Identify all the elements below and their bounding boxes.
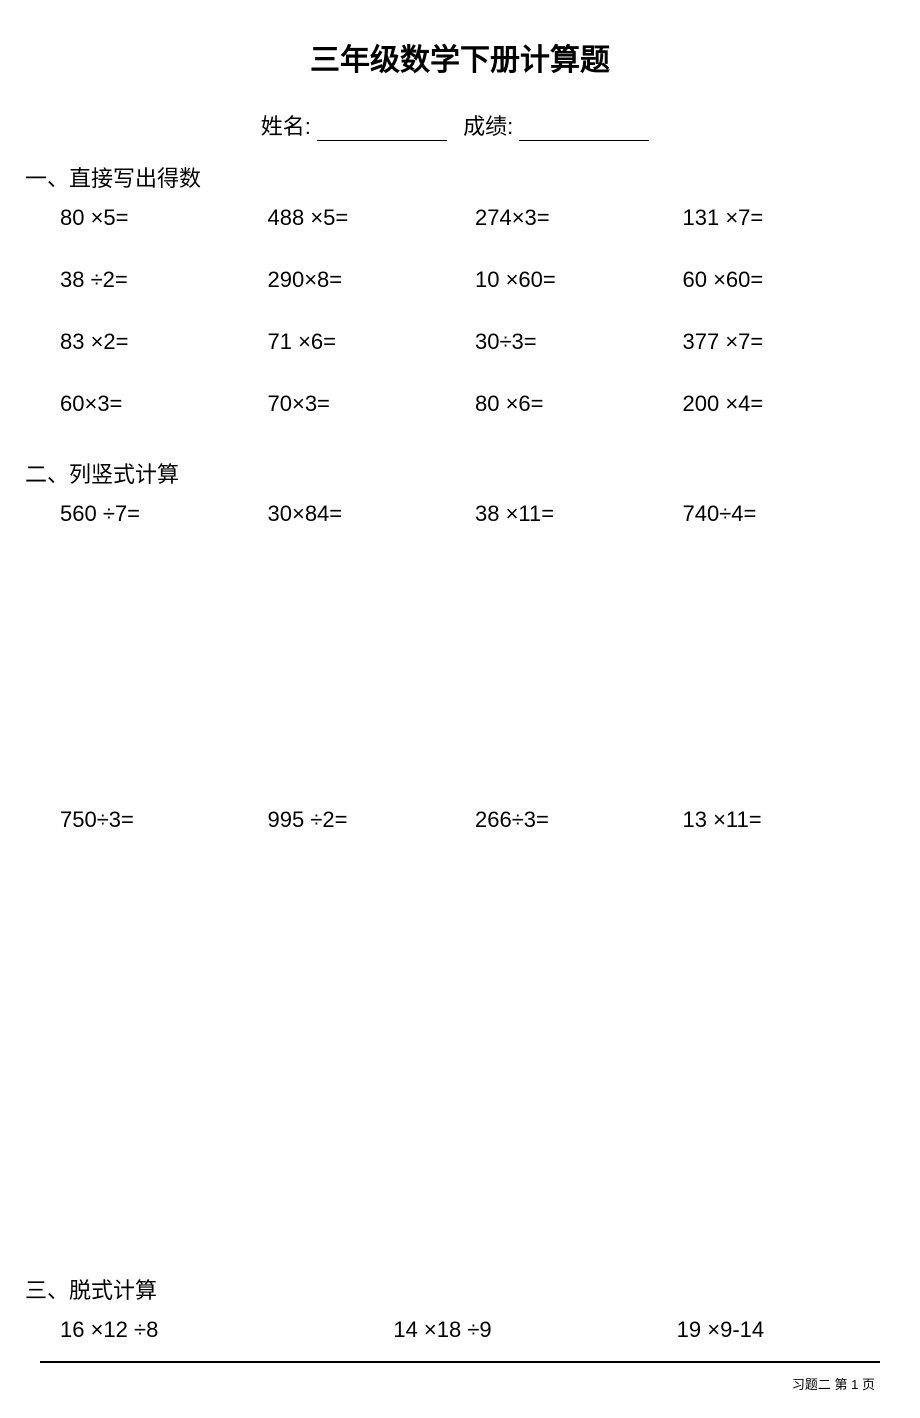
problem: 13 ×11= — [683, 807, 881, 833]
problem: 80 ×6= — [475, 391, 673, 417]
problem: 740÷4= — [683, 501, 881, 527]
problem: 80 ×5= — [60, 205, 258, 231]
section1-header: 一、直接写出得数 — [25, 161, 880, 193]
problem: 14 ×18 ÷9 — [333, 1317, 606, 1343]
problem: 83 ×2= — [60, 329, 258, 355]
problem: 30÷3= — [475, 329, 673, 355]
footer-text: 习题二 第 1 页 — [792, 1374, 875, 1393]
name-blank — [317, 119, 447, 141]
problem: 38 ÷2= — [60, 267, 258, 293]
section2-row1: 560 ÷7= 30×84= 38 ×11= 740÷4= — [60, 501, 880, 527]
section3-grid: 16 ×12 ÷8 14 ×18 ÷9 19 ×9-14 — [60, 1317, 880, 1343]
section1-grid: 80 ×5= 488 ×5= 274×3= 131 ×7= 38 ÷2= 290… — [60, 205, 880, 417]
problem: 71 ×6= — [268, 329, 466, 355]
problem: 200 ×4= — [683, 391, 881, 417]
score-label: 成绩: — [463, 109, 513, 141]
problem: 60 ×60= — [683, 267, 881, 293]
problem: 377 ×7= — [683, 329, 881, 355]
problem: 488 ×5= — [268, 205, 466, 231]
problem: 750÷3= — [60, 807, 258, 833]
section2-header: 二、列竖式计算 — [25, 457, 880, 489]
problem: 290×8= — [268, 267, 466, 293]
score-blank — [519, 119, 649, 141]
footer-divider — [40, 1361, 880, 1363]
problem: 274×3= — [475, 205, 673, 231]
name-label: 姓名: — [261, 109, 311, 141]
section3-header: 三、脱式计算 — [25, 1273, 880, 1305]
problem: 19 ×9-14 — [607, 1317, 880, 1343]
problem: 266÷3= — [475, 807, 673, 833]
section2-row2: 750÷3= 995 ÷2= 266÷3= 13 ×11= — [60, 807, 880, 833]
problem: 70×3= — [268, 391, 466, 417]
problem: 60×3= — [60, 391, 258, 417]
problem: 16 ×12 ÷8 — [60, 1317, 333, 1343]
problem: 131 ×7= — [683, 205, 881, 231]
page-title: 三年级数学下册计算题 — [40, 35, 880, 79]
problem: 30×84= — [268, 501, 466, 527]
problem: 10 ×60= — [475, 267, 673, 293]
problem: 38 ×11= — [475, 501, 673, 527]
info-line: 姓名: 成绩: — [40, 109, 880, 141]
problem: 995 ÷2= — [268, 807, 466, 833]
problem: 560 ÷7= — [60, 501, 258, 527]
